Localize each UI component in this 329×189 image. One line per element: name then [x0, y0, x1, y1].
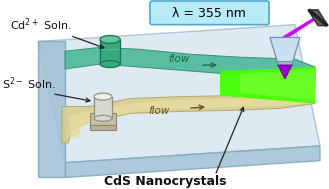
- Ellipse shape: [100, 61, 120, 67]
- Bar: [94, 97, 112, 118]
- Text: CdS Nanocrystals: CdS Nanocrystals: [104, 175, 226, 188]
- Polygon shape: [220, 67, 315, 104]
- Ellipse shape: [94, 93, 112, 100]
- Polygon shape: [70, 89, 312, 138]
- Text: λ = 355 nm: λ = 355 nm: [172, 7, 246, 20]
- Polygon shape: [308, 10, 328, 26]
- Text: Cd$^{2+}$ Soln.: Cd$^{2+}$ Soln.: [10, 16, 72, 33]
- Polygon shape: [65, 146, 320, 177]
- Polygon shape: [65, 47, 315, 87]
- Ellipse shape: [94, 115, 112, 121]
- Ellipse shape: [100, 36, 120, 43]
- FancyBboxPatch shape: [150, 1, 269, 25]
- Polygon shape: [278, 65, 292, 79]
- Polygon shape: [240, 69, 315, 101]
- Polygon shape: [270, 37, 300, 64]
- Polygon shape: [38, 41, 65, 177]
- Polygon shape: [38, 25, 320, 163]
- Text: flow: flow: [168, 54, 190, 64]
- Bar: [90, 113, 116, 125]
- Bar: [277, 61, 292, 65]
- Polygon shape: [62, 87, 315, 143]
- Bar: [100, 40, 120, 64]
- Text: S$^{2-}$ Soln.: S$^{2-}$ Soln.: [2, 76, 56, 92]
- Bar: [90, 125, 116, 130]
- Text: flow: flow: [148, 106, 169, 116]
